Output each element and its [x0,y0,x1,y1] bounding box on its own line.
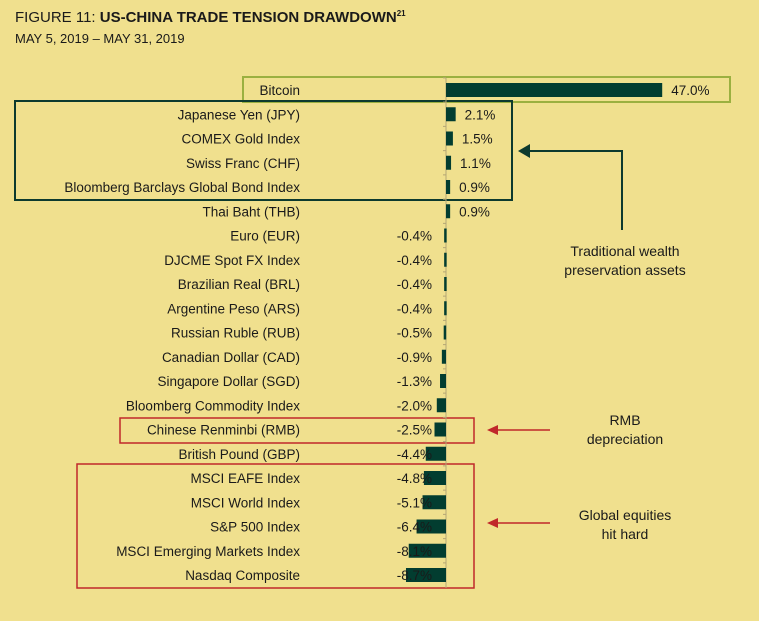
arrowhead-icon [518,144,530,158]
bar [434,422,446,437]
category-label: Russian Ruble (RUB) [171,326,300,341]
annotation-text: RMB [609,412,640,428]
annotation-text: Traditional wealth [570,243,679,259]
bar [446,131,453,146]
bar [446,180,451,194]
bar [444,252,447,267]
annotation-text: depreciation [587,431,663,447]
category-label: Bitcoin [259,83,300,98]
figure-subtitle: MAY 5, 2019 – MAY 31, 2019 [15,31,185,46]
wealth-assets-box [14,100,513,201]
category-label: Bloomberg Barclays Global Bond Index [64,180,300,195]
value-label: 47.0% [671,83,709,98]
value-label: -8.7% [397,568,432,583]
value-label: 2.1% [465,107,496,122]
bar [436,398,446,413]
annotation-text: hit hard [602,526,649,542]
bar [444,228,447,243]
category-label: Thai Baht (THB) [202,204,300,219]
category-label: Singapore Dollar (SGD) [157,374,300,389]
figure-number: FIGURE 11: [15,9,100,26]
figure-title: FIGURE 11: US-CHINA TRADE TENSION DRAWDO… [15,9,406,26]
footnote-ref: 21 [396,9,406,18]
bar [441,349,446,364]
value-label: -4.4% [397,447,432,462]
bar [423,471,446,485]
value-label: -0.9% [397,350,432,365]
value-label: -5.1% [397,495,432,510]
category-label: Japanese Yen (JPY) [178,107,300,122]
title-main: US-CHINA TRADE TENSION DRAWDOWN [99,9,397,26]
value-label: -1.3% [397,374,432,389]
value-label: -0.4% [397,277,432,292]
value-label: -8.1% [397,544,432,559]
value-label: -4.8% [397,471,432,486]
equities-box [76,463,475,589]
category-label: S&P 500 Index [210,520,300,535]
category-label: Bloomberg Commodity Index [126,398,300,413]
annotation-text: Global equities [579,507,672,523]
value-label: -0.4% [397,301,432,316]
category-label: Nasdaq Composite [185,568,300,583]
bar [443,325,447,340]
value-label: -2.0% [397,398,432,413]
bar [425,446,446,461]
category-label: DJCME Spot FX Index [164,253,300,268]
bar [405,568,446,582]
value-label: -0.4% [397,229,432,244]
category-label: Chinese Renminbi (RMB) [147,423,300,438]
value-label: -0.5% [397,326,432,341]
bar [440,374,446,388]
category-label: MSCI Emerging Markets Index [116,544,300,559]
annotation-text: preservation assets [564,262,685,278]
value-label: -6.4% [397,520,432,535]
bar [408,543,446,558]
bar [416,519,446,534]
category-label: MSCI World Index [191,495,301,510]
value-label: 0.9% [459,204,490,219]
bar [446,83,663,97]
value-label: -0.4% [397,253,432,268]
bar [446,204,451,219]
bar [446,107,456,122]
category-label: COMEX Gold Index [181,132,300,147]
arrowhead-icon [487,425,498,435]
bar [444,277,447,291]
category-label: MSCI EAFE Index [190,471,300,486]
arrowhead-icon [487,518,498,528]
category-label: Swiss Franc (CHF) [186,156,300,171]
rmb-box [119,417,475,444]
value-label: 0.9% [459,180,490,195]
category-label: Argentine Peso (ARS) [167,301,300,316]
category-label: Brazilian Real (BRL) [178,277,300,292]
bar [444,301,447,316]
value-label: -2.5% [397,423,432,438]
value-label: 1.1% [460,156,491,171]
category-label: Euro (EUR) [230,229,300,244]
annotation-arrow-line [528,150,623,230]
bar [446,155,452,170]
category-label: British Pound (GBP) [178,447,300,462]
bar [422,495,446,510]
category-label: Canadian Dollar (CAD) [162,350,300,365]
value-label: 1.5% [462,132,493,147]
